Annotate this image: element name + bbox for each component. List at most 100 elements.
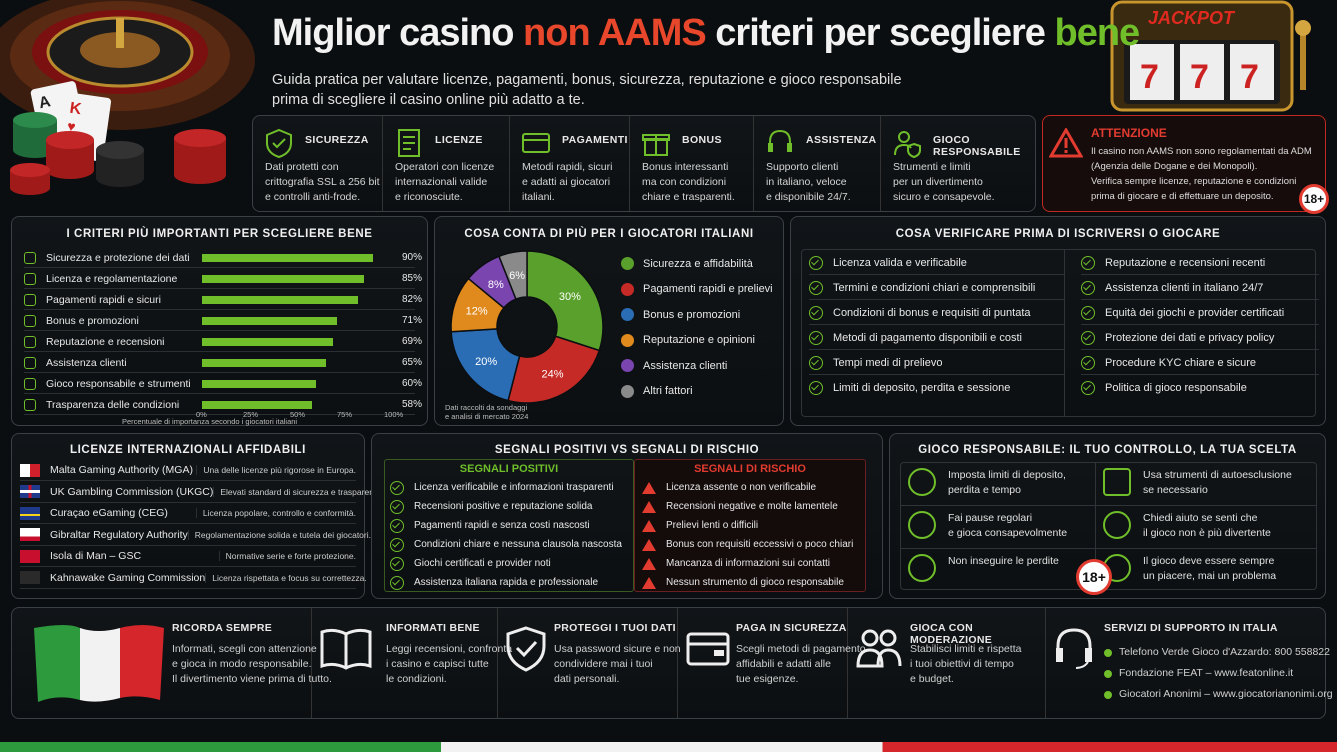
bottom-col-line: e budget. [910,672,1021,687]
criteria-icon [24,377,36,390]
roulette-illustration: A♠ K♥ [0,0,255,195]
bottom-col-proteggi-i-tuoi-dati: PROTEGGI I TUOI DATI Usa password sicure … [498,608,681,718]
positive-signal-label: Recensioni positive e reputazione solida [414,501,593,512]
verify-panel: COSA VERIFICARE PRIMA DI ISCRIVERSI O GI… [790,216,1326,426]
responsible-item: Imposta limiti di deposito, perdita e tem… [948,468,1066,498]
criteria-icon [24,314,36,327]
verify-item-label: Protezione dei dati e privacy policy [1105,331,1275,344]
responsible-item-line: un piacere, mai un problema [1143,570,1277,582]
svg-text:A: A [37,93,52,112]
license-desc: Normative serie e forte protezione. [218,551,356,561]
check-icon [390,480,404,495]
license-name: Kahnawake Gaming Commission [50,571,206,584]
bottom-col-line: Leggi recensioni, confronta [386,642,512,657]
risk-signal-label: Recensioni negative e molte lamentele [666,501,838,512]
bottom-col-line: condividere mai i tuoi [554,657,681,672]
feature-text-line: chiare e trasparenti. [642,191,735,203]
feature-title: GIOCO RESPONSABILE [933,134,1021,158]
flag-icon [20,571,40,584]
responsible-item: Chiedi aiuto se senti che il gioco non è … [1143,511,1271,541]
svg-text:7: 7 [1240,58,1259,96]
verify-item: Procedure KYC chiare e sicure [1081,351,1319,375]
feature-text: Supporto clienti in italiano, veloce e dis… [766,160,851,205]
bottom-col-line: Giocatori Anonimi – www.giocatorianonimi… [1104,684,1333,705]
feature-text-line: Metodi rapidi, sicuri [522,161,613,173]
responsible-item: Il gioco deve essere sempre un piacere, m… [1143,554,1276,584]
criteria-row: Gioco responsabile e strumenti 60% [24,374,422,394]
bottom-col-line-text: Informati, scegli con attenzione [172,643,317,655]
page-title: Miglior casino non AAMS criteri per sceg… [272,12,1140,54]
check-icon [390,518,404,533]
signals-panel: SEGNALI POSITIVI VS SEGNALI DI RISCHIO S… [371,433,883,599]
feature-text-line: Bonus interessanti [642,161,729,173]
verify-item: Condizioni di bonus e requisiti di punta… [809,301,1064,325]
risk-signal-label: Nessun strumento di gioco responsabile [666,577,844,588]
criteria-bar [202,380,316,388]
criteria-tick: 0% [196,410,207,419]
feature-text-line: e riconosciute. [395,191,463,203]
bottom-col-text: Usa password sicure e non condividere mai… [554,642,681,687]
risk-signal: Recensioni negative e molte lamentele [642,497,864,516]
verify-item-label: Equità dei giochi e provider certificati [1105,306,1285,319]
criteria-tick: 100% [384,410,404,419]
criteria-icon [24,356,36,369]
license-row: Curaçao eGaming (CEG) Licenza popolare, c… [20,503,356,524]
bottom-col-line: Stabilisci limiti e rispetta [910,642,1021,657]
pie-legend-item: Sicurezza e affidabilità [621,257,753,270]
verify-item: Reputazione e recensioni recenti [1081,251,1319,275]
pie-legend-swatch [621,282,634,296]
verify-item: Termini e condizioni chiari e comprensib… [809,276,1064,300]
criteria-label: Reputazione e recensioni [46,335,165,348]
feature-text-line: per un divertimento [893,176,983,188]
verify-item-label: Limiti di deposito, perdita e sessione [833,382,1011,394]
pie-slice-label: 24% [542,368,564,380]
flag-icon [20,463,40,477]
wallet-icon [686,632,730,666]
pie-legend-item: Pagamenti rapidi e prelievi [621,282,773,296]
pause-icon [908,511,936,539]
responsible-item-line: Il gioco deve essere sempre [1143,555,1275,567]
licenses-title: LICENZE INTERNAZIONALI AFFIDABILI [70,444,306,456]
warning-icon [642,481,656,494]
bottom-col-line-text: le condizioni. [386,673,447,685]
pie-legend-label: Altri fattori [643,385,693,397]
criteria-bar [202,296,358,304]
criteria-value: 90% [402,252,423,263]
bottom-col-title: PAGA IN SICUREZZA [736,622,847,634]
bottom-col-line-text: Il divertimento viene prima di tutto. [172,673,332,685]
verify-item-label: Condizioni di bonus e requisiti di punta… [833,306,1031,319]
bottom-col-paga-in-sicurezza: PAGA IN SICUREZZA Scegli metodi di pagame… [678,608,866,718]
jackpot-label: JACKPOT [1147,8,1234,28]
bottom-col-line-text: Scegli metodi di pagamento [736,643,866,655]
bottom-col-line: Scegli metodi di pagamento [736,642,866,657]
pie-legend-swatch [621,359,634,372]
criteria-row: Sicurezza e protezione dei dati 90% [24,248,422,268]
verify-item: Limiti di deposito, perdita e sessione [809,376,1064,400]
license-name: UK Gambling Commission (UKGC) [50,485,214,498]
positive-signal: Licenza verificabile e informazioni tras… [390,478,630,497]
bottom-col-title: RICORDA SEMPRE [172,622,273,634]
license-row: UK Gambling Commission (UKGC) Elevati sta… [20,482,385,503]
pie-legend-item: Altri fattori [621,384,693,398]
bottom-col-line-text: dati personali. [554,673,620,685]
positive-signal: Pagamenti rapidi e senza costi nascosti [390,516,630,535]
criteria-bar [202,275,364,283]
bottom-col-title: GIOCA CON MODERAZIONE [910,622,993,646]
criteria-label: Gioco responsabile e strumenti [46,377,191,390]
verify-item-label: Procedure KYC chiare e sicure [1105,356,1257,369]
check-icon [390,556,404,571]
svg-text:♥: ♥ [66,118,76,135]
feature-text-line: Dati protetti con [265,161,339,173]
pie-note: Dati raccolti da sondaggi e analisi di me… [445,403,529,421]
verify-item: Licenza valida e verificabile [809,251,1064,275]
pie-slice [498,250,528,301]
license-row: Gibraltar Regulatory Authority Regolament… [20,525,371,546]
bottom-col-servizi-di-supporto-in-italia: SERVIZI DI SUPPORTO IN ITALIA Telefono Ve… [1046,608,1333,718]
feature-gioco-responsabile: GIOCO RESPONSABILE Strumenti e limiti per … [881,116,1033,211]
pie-legend-swatch [621,257,634,270]
risk-signal: Licenza assente o non verificabile [642,478,864,497]
bottom-col-line-text: tue esigenze. [736,673,799,685]
criteria-label: Pagamenti rapidi e sicuri [46,293,161,306]
license-row: Kahnawake Gaming Commission Licenza rispe… [20,568,367,589]
tricolor-footer [0,742,1337,752]
